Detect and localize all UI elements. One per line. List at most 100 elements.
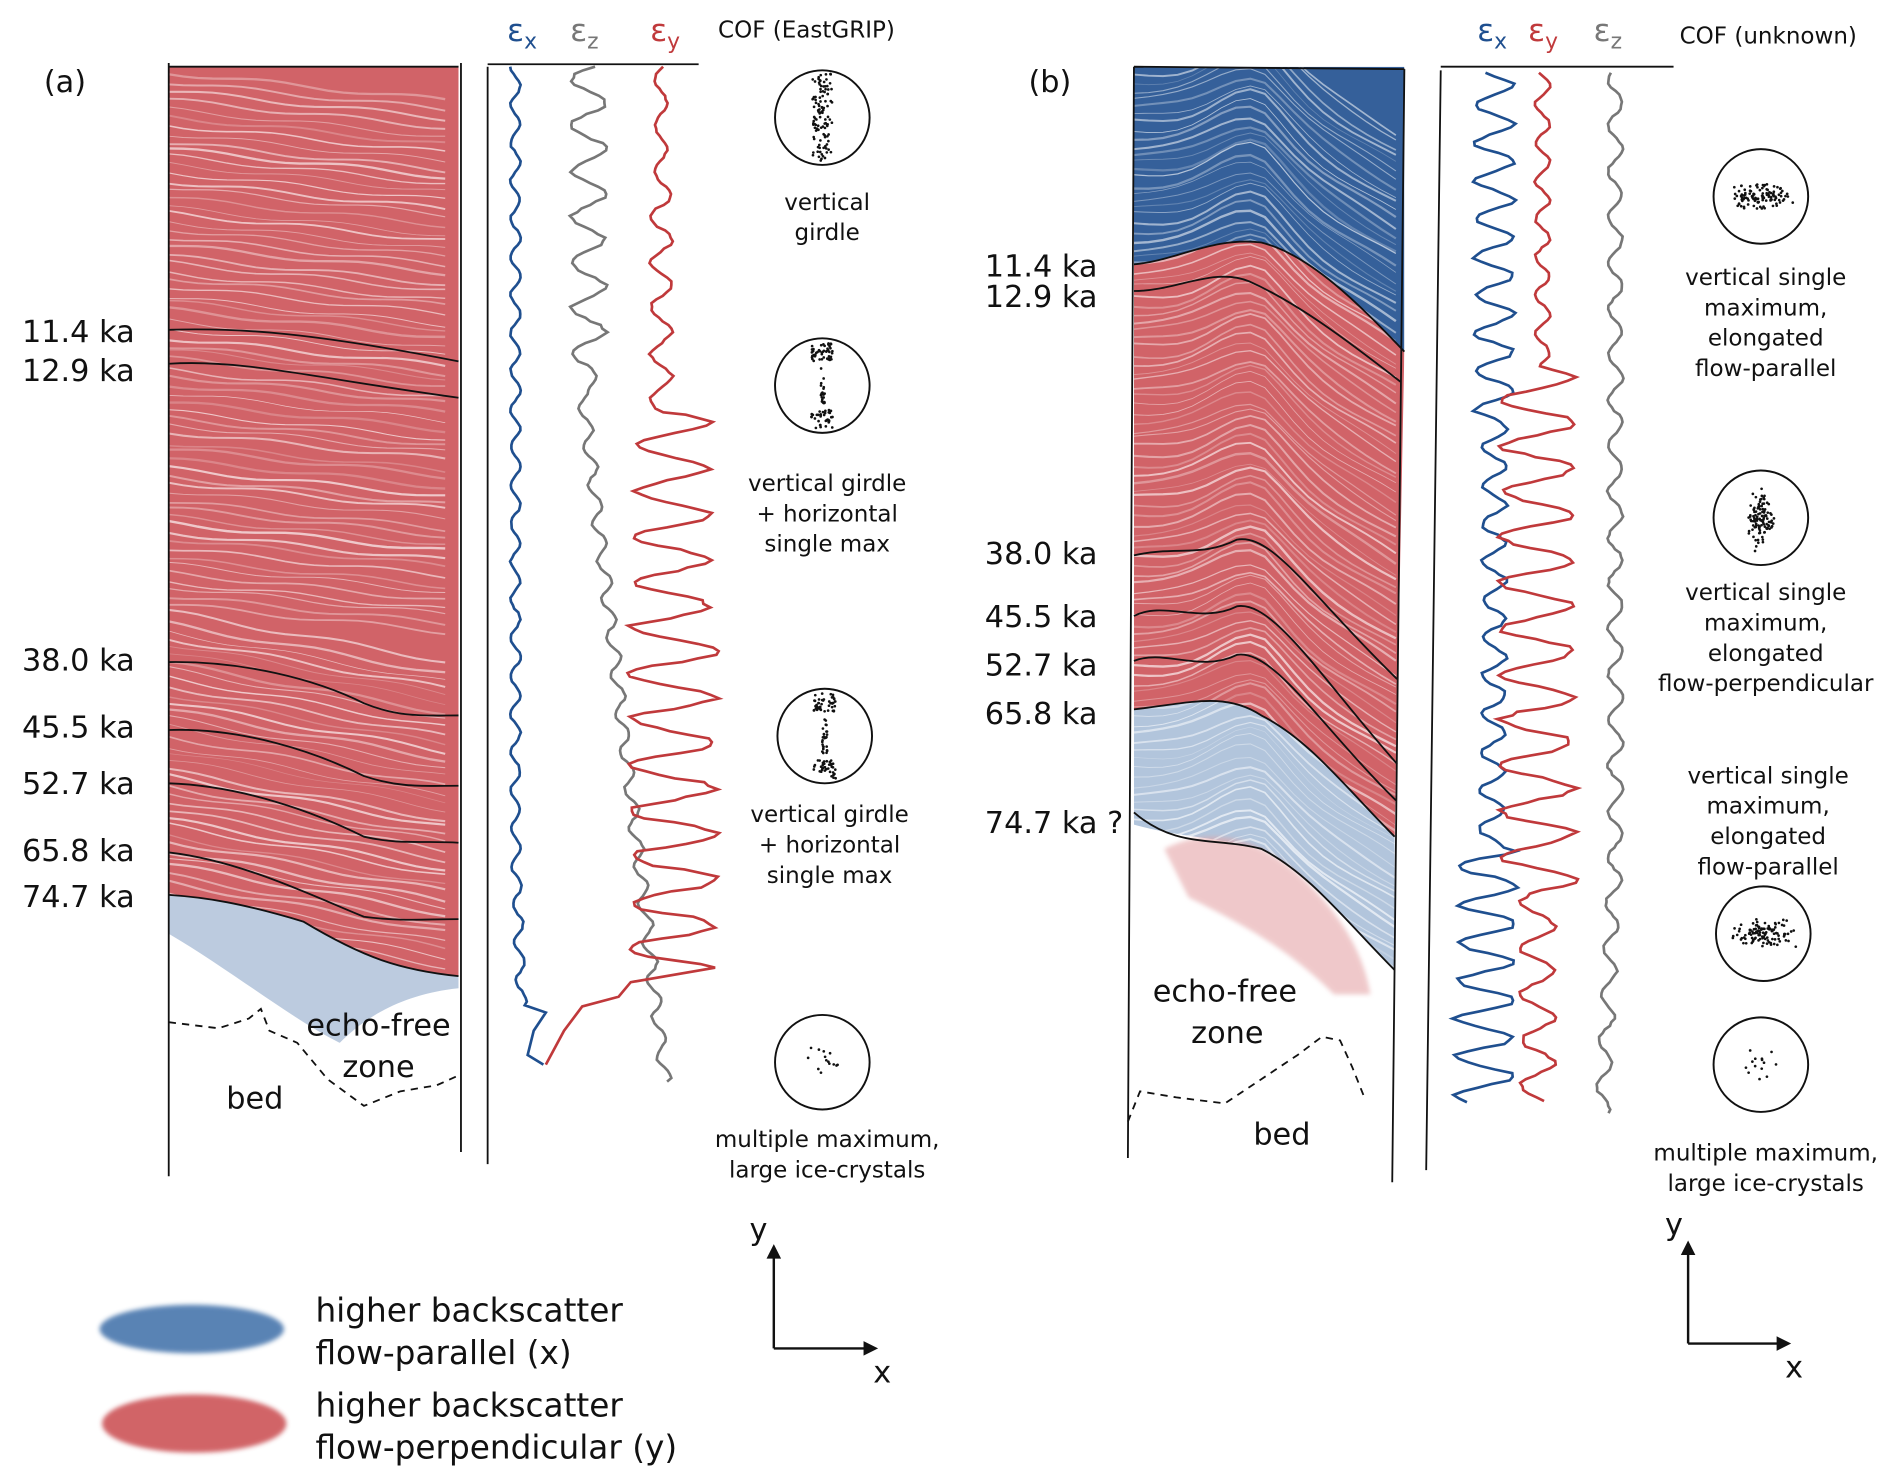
reflector-stripe (168, 773, 446, 826)
cof-description: elongated (1710, 824, 1826, 850)
strain-y-trace-a (544, 65, 724, 1066)
stereonet-circle (1712, 469, 1810, 567)
cof-dot (1739, 204, 1743, 208)
reflector-stripe (168, 221, 446, 248)
reflector-stripe (168, 767, 446, 823)
cof-dot (1744, 933, 1747, 937)
cof-dot (817, 143, 821, 147)
cof-dot (813, 417, 817, 420)
cof-dot (1742, 941, 1745, 945)
cof-dot (1755, 519, 1759, 522)
cof-dot (1776, 943, 1779, 947)
isochrone-line (168, 328, 459, 363)
reflector-stripe (168, 278, 446, 305)
cof-dot (832, 773, 835, 777)
cof-dot (1736, 204, 1740, 208)
reflector-stripe (168, 457, 446, 490)
panel-b-label: (b) (1028, 65, 1071, 100)
reflector-stripe (1133, 408, 1397, 522)
cof-stereonet (1712, 148, 1810, 245)
cof-dot (821, 743, 824, 746)
cof-description: elongated (1708, 641, 1824, 667)
cof-dot (1758, 931, 1762, 934)
cof-dot (820, 351, 824, 354)
cof-dot (825, 730, 828, 733)
stereonet-circle (774, 1013, 871, 1111)
reflector-stripe (1133, 714, 1395, 828)
reflector-stripe (168, 414, 446, 446)
cof-dot (822, 349, 826, 353)
cof-description: flow-parallel (1697, 854, 1838, 880)
cof-description: large ice-crystals (729, 1157, 925, 1183)
cof-dot (1760, 518, 1764, 522)
cof-dot (825, 357, 829, 360)
cof-dot (1761, 507, 1765, 511)
reflector-stripe (168, 481, 446, 509)
axes-a (766, 1244, 879, 1356)
cof-dot (1751, 492, 1755, 496)
reflector-stripe (168, 723, 446, 775)
cof-dot (1756, 541, 1760, 545)
reflector-stripe (1133, 323, 1397, 437)
reflector-stripe (168, 367, 446, 397)
cof-dot (827, 133, 830, 136)
reflector-stripe (1133, 652, 1397, 764)
reflector-stripe (168, 852, 446, 903)
reflector-stripe (168, 686, 446, 736)
cof-stereonet (774, 1013, 871, 1111)
cof-dot (1758, 205, 1762, 209)
cof-dot (825, 745, 829, 748)
cof-dot (812, 359, 816, 363)
reflector-stripe (168, 172, 446, 199)
cof-dot (818, 115, 822, 119)
cof-dot (1763, 531, 1766, 534)
cof-dot (822, 132, 825, 136)
reflector-stripe (1133, 512, 1397, 626)
cof-dot (1770, 1050, 1773, 1054)
cof-dot (1757, 531, 1761, 535)
cof-dot (827, 355, 831, 358)
reflector-stripe (1133, 721, 1395, 835)
eps-z-label-a: εz (570, 13, 599, 54)
cof-dot (825, 749, 829, 753)
cof-dot (1753, 1057, 1757, 1061)
cof-dot (1763, 525, 1767, 528)
cof-dot (828, 1051, 832, 1055)
cof-dot (1780, 923, 1784, 927)
cof-dot (822, 413, 826, 417)
reflector-stripe (1133, 504, 1397, 616)
cof-dot (1766, 188, 1769, 192)
cof-dot (1760, 186, 1764, 190)
cof-dot (816, 145, 820, 149)
cof-dot (1751, 528, 1754, 531)
cof-dot (815, 703, 818, 707)
cof-description: vertical single (1685, 580, 1846, 606)
strain-z-trace-a (567, 65, 673, 1083)
cof-dot (830, 87, 833, 91)
cof-dot (832, 697, 836, 700)
cof-dot (833, 704, 837, 708)
cof-dot (821, 401, 825, 404)
cof-dot (819, 384, 823, 387)
cof-dot (1757, 502, 1761, 506)
cof-dot (1749, 189, 1753, 193)
cof-description: multiple maximum, (715, 1127, 940, 1153)
cof-dot (829, 150, 833, 154)
cof-dot (812, 119, 816, 123)
cof-dot (828, 358, 832, 362)
reflector-stripe (1133, 331, 1397, 444)
cof-description: elongated (1708, 326, 1824, 352)
reflector-stripe (168, 306, 446, 339)
reflector-stripe (168, 161, 446, 191)
cof-dot (819, 707, 822, 711)
reflector-stripe (168, 569, 446, 600)
reflector-stripe (168, 401, 446, 434)
cof-dot (812, 121, 815, 125)
cof-dot (821, 94, 825, 98)
cof-dot (819, 414, 823, 417)
cof-dot (1766, 511, 1770, 515)
cof-dot (824, 144, 827, 148)
cof-dot (1755, 515, 1759, 519)
bed-label-a: bed (226, 1081, 283, 1116)
reflector-stripe (168, 841, 446, 891)
